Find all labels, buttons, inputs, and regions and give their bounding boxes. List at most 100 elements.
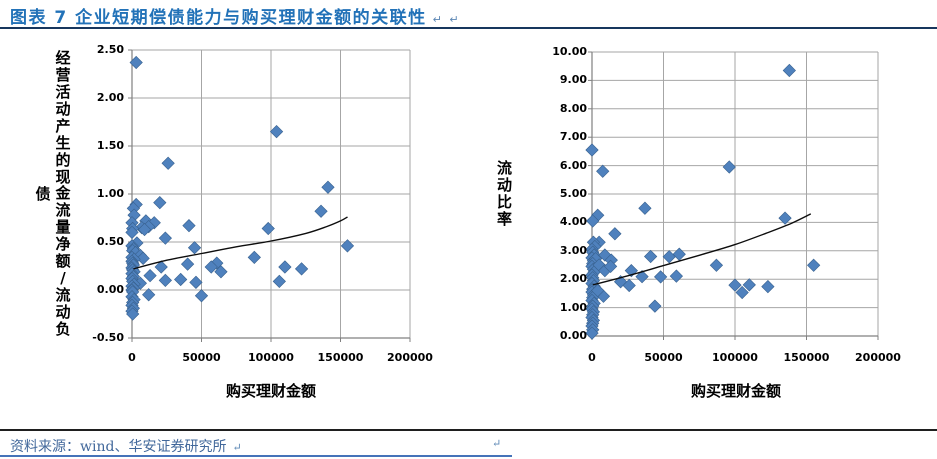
axis-title-char: 动	[55, 303, 71, 322]
scatter-point	[586, 214, 600, 228]
scatter-point	[158, 273, 172, 288]
axis-title-char: 动	[496, 176, 512, 194]
axis-title-char: 流	[55, 201, 71, 220]
axis-title-char: 率	[496, 210, 512, 228]
y-axis-title-left-col1: 经营活动产生的现金流量净额 / 流动负	[54, 50, 72, 338]
y-tick-label: 1.00	[96, 187, 124, 200]
axis-title-char: 活	[55, 82, 71, 101]
scatter-point	[187, 241, 202, 255]
scatter-point	[735, 285, 749, 300]
y-tick-label: 7.00	[559, 130, 587, 144]
scatter-point	[158, 231, 172, 245]
scatter-point	[722, 160, 736, 174]
y-tick-label: 1.50	[96, 139, 124, 152]
x-tick-label: 0	[128, 351, 136, 364]
y-tick-label: 9.00	[559, 73, 587, 87]
x-tick-label: 100000	[248, 351, 294, 364]
y-tick-label: 3.00	[559, 243, 587, 257]
scatter-point	[194, 289, 209, 303]
scatter-point	[161, 156, 175, 170]
scatter-series	[585, 63, 821, 340]
chart-plot-svg	[585, 51, 879, 340]
paragraph-mark-icon: ↵	[449, 13, 461, 26]
scatter-point	[142, 288, 156, 302]
source-note-text: 资料来源：wind、华安证券研究所	[10, 439, 227, 455]
scatter-point	[129, 55, 143, 70]
y-tick-label: 2.00	[559, 272, 587, 286]
paragraph-mark-icon: ↵	[432, 13, 444, 26]
scatter-point	[137, 222, 152, 237]
scatter-point	[314, 204, 328, 218]
scatter-point	[638, 201, 652, 215]
scatter-point	[126, 307, 140, 321]
scatter-point	[622, 278, 636, 293]
scatter-point	[709, 258, 724, 272]
y-tick-label: 10.00	[552, 45, 587, 58]
x-axis-title-left: 购买理财金额	[225, 382, 316, 400]
scatter-point	[340, 239, 355, 253]
page-title-text: 图表 7 企业短期偿债能力与购买理财金额的关联性	[10, 8, 427, 28]
axis-title-char: 负	[55, 319, 71, 338]
axis-title-char: 比	[496, 193, 512, 211]
page-title: 图表 7 企业短期偿债能力与购买理财金额的关联性 ↵ ↵	[10, 3, 460, 28]
scatter-point	[182, 219, 196, 233]
paragraph-mark-icon: ↵	[232, 441, 242, 454]
scatter-point	[214, 265, 228, 279]
scatter-point	[672, 247, 686, 261]
axis-title-char: 的	[55, 150, 71, 169]
scatter-point	[654, 270, 668, 284]
paragraph-mark-icon: ↵	[492, 437, 502, 450]
trendline	[133, 216, 348, 270]
title-underline	[0, 27, 937, 29]
x-tick-label: 100000	[712, 351, 758, 364]
scatter-point	[728, 278, 742, 292]
scatter-point	[143, 268, 157, 283]
axis-title-char: 产	[55, 116, 71, 135]
y-tick-label: 4.00	[559, 215, 587, 229]
y-tick-label: 0.00	[559, 329, 587, 342]
scatter-point	[261, 221, 275, 236]
x-tick-label: 150000	[317, 351, 364, 364]
scatter-point	[125, 225, 139, 240]
axis-title-char: 债	[35, 184, 51, 203]
x-tick-label: 200000	[855, 351, 901, 364]
scatter-point	[174, 272, 188, 287]
chart-plot-svg	[125, 49, 411, 342]
x-tick-label: 50000	[644, 351, 683, 364]
scatter-point	[153, 196, 167, 210]
axis-title-char: 流	[55, 286, 71, 305]
axis-title-char: 金	[55, 184, 71, 203]
scatter-point	[598, 248, 612, 262]
scatter-point	[608, 227, 622, 241]
trendline	[592, 213, 812, 286]
axis-title-char: 营	[55, 65, 71, 84]
axis-title-char: 生	[55, 133, 71, 152]
axis-title-char: 经	[55, 48, 71, 67]
y-tick-label: 1.00	[559, 300, 587, 314]
y-tick-label: 0.00	[96, 283, 124, 296]
scatter-point	[154, 260, 168, 274]
source-note: 资料来源：wind、华安证券研究所 ↵	[10, 436, 242, 456]
scatter-point	[294, 262, 309, 276]
scatter-point	[778, 211, 792, 225]
axis-title-char: /	[60, 269, 66, 288]
x-tick-label: 50000	[182, 351, 221, 364]
scatter-point	[635, 270, 649, 284]
x-tick-label: 150000	[783, 351, 830, 364]
y-tick-label: 8.00	[559, 101, 587, 115]
x-axis-title-right: 购买理财金额	[690, 382, 781, 400]
scatter-point	[782, 63, 796, 78]
axis-title-char: 净	[55, 235, 71, 254]
scatter-point	[742, 278, 756, 292]
axis-title-char: 流	[496, 159, 512, 177]
x-tick-label: 0	[588, 351, 596, 364]
axis-title-char: 量	[55, 218, 71, 237]
scatter-point	[644, 249, 658, 264]
axis-title-char: 现	[55, 167, 71, 186]
scatter-point	[321, 180, 335, 194]
scatter-point	[662, 250, 676, 264]
scatter-point	[591, 283, 605, 298]
scatter-series	[125, 55, 355, 321]
